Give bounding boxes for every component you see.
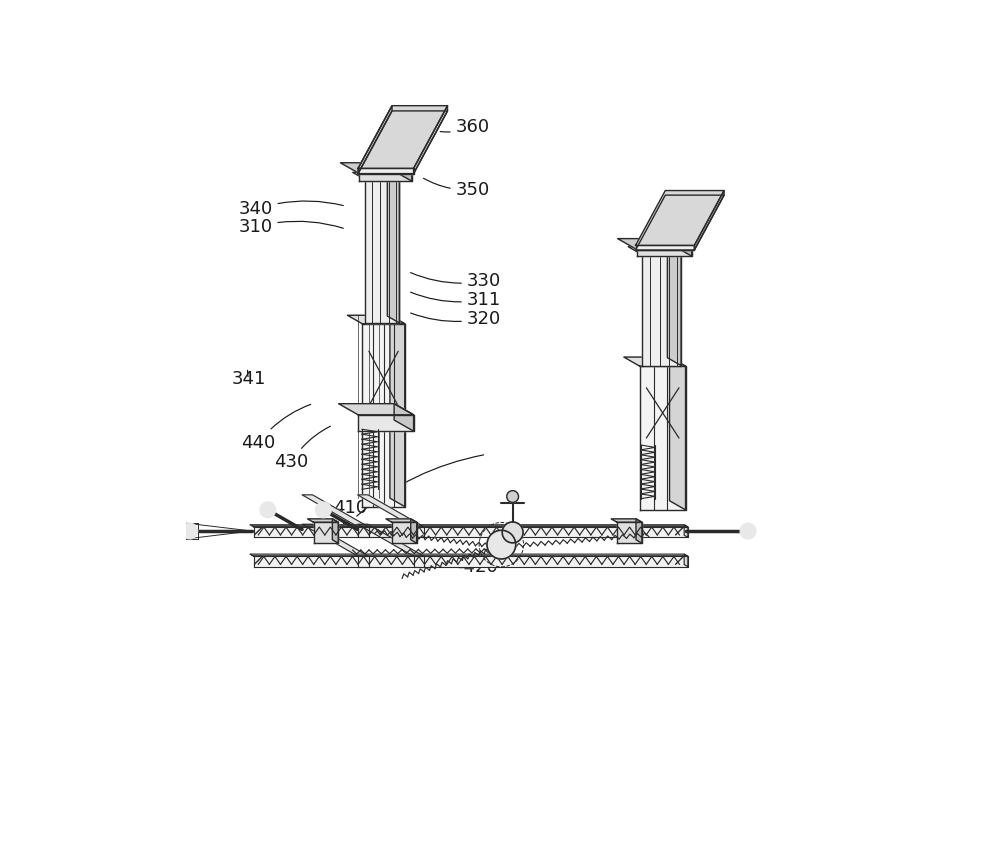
- Polygon shape: [358, 495, 424, 527]
- Text: -420: -420: [457, 553, 503, 577]
- Polygon shape: [392, 522, 417, 544]
- Polygon shape: [302, 524, 369, 556]
- Polygon shape: [365, 179, 399, 323]
- Polygon shape: [332, 519, 338, 544]
- Polygon shape: [642, 254, 681, 365]
- Circle shape: [260, 502, 276, 517]
- Polygon shape: [628, 247, 681, 254]
- Text: 341: 341: [232, 371, 266, 388]
- Circle shape: [315, 502, 331, 517]
- Polygon shape: [358, 527, 369, 538]
- Polygon shape: [387, 172, 399, 323]
- Polygon shape: [667, 247, 681, 365]
- Polygon shape: [636, 519, 642, 544]
- Polygon shape: [353, 172, 399, 179]
- Circle shape: [182, 523, 198, 538]
- Polygon shape: [411, 519, 417, 544]
- Polygon shape: [250, 554, 688, 556]
- Polygon shape: [358, 106, 448, 169]
- Polygon shape: [339, 404, 414, 415]
- Polygon shape: [358, 169, 414, 174]
- Polygon shape: [359, 173, 412, 181]
- Circle shape: [502, 522, 523, 543]
- Polygon shape: [640, 366, 686, 510]
- Text: 311: 311: [411, 291, 501, 309]
- Polygon shape: [254, 527, 688, 538]
- Text: 410: 410: [333, 471, 405, 517]
- Polygon shape: [684, 554, 688, 566]
- Polygon shape: [684, 525, 688, 538]
- Text: 360: 360: [440, 118, 490, 136]
- Text: 320: 320: [411, 310, 501, 327]
- Polygon shape: [617, 522, 642, 544]
- Polygon shape: [358, 524, 424, 556]
- Circle shape: [507, 491, 519, 502]
- Polygon shape: [390, 315, 405, 506]
- Polygon shape: [636, 245, 694, 250]
- Text: 430: 430: [274, 427, 330, 471]
- Polygon shape: [636, 191, 724, 245]
- Polygon shape: [618, 238, 692, 249]
- Text: 340: 340: [238, 200, 343, 219]
- Polygon shape: [624, 357, 686, 366]
- Polygon shape: [358, 415, 414, 431]
- Polygon shape: [636, 195, 724, 250]
- Polygon shape: [393, 163, 412, 181]
- Polygon shape: [358, 106, 392, 174]
- Polygon shape: [347, 315, 405, 324]
- Polygon shape: [308, 519, 338, 522]
- Text: 440: 440: [242, 404, 311, 452]
- Circle shape: [740, 523, 756, 538]
- Polygon shape: [414, 556, 424, 566]
- Polygon shape: [314, 522, 338, 544]
- Polygon shape: [394, 404, 414, 431]
- Polygon shape: [358, 111, 448, 174]
- Text: A: A: [339, 455, 484, 535]
- Polygon shape: [670, 357, 686, 510]
- Polygon shape: [637, 249, 692, 256]
- Polygon shape: [362, 324, 405, 506]
- Polygon shape: [694, 191, 724, 250]
- Polygon shape: [340, 163, 412, 173]
- Polygon shape: [250, 525, 688, 527]
- Polygon shape: [254, 556, 688, 566]
- Polygon shape: [386, 519, 417, 522]
- Polygon shape: [611, 519, 642, 522]
- Polygon shape: [358, 556, 369, 566]
- Polygon shape: [414, 527, 424, 538]
- Polygon shape: [414, 106, 448, 174]
- Polygon shape: [673, 238, 692, 256]
- Polygon shape: [302, 495, 369, 527]
- Text: 330: 330: [411, 272, 501, 290]
- Circle shape: [487, 530, 516, 559]
- Text: 350: 350: [423, 178, 490, 199]
- Text: 310: 310: [238, 218, 343, 236]
